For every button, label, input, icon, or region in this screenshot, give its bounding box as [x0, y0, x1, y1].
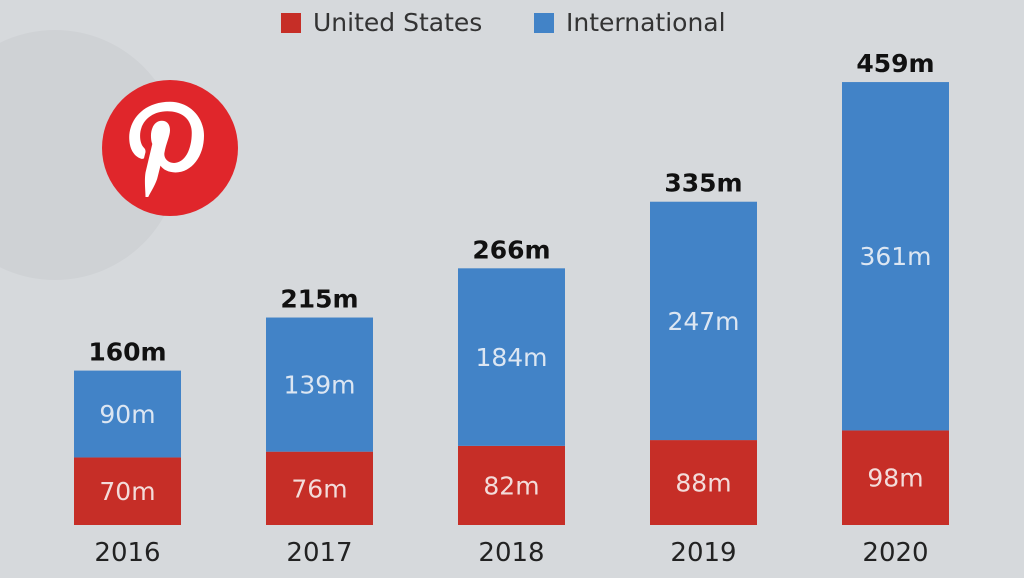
bar-us-2020 — [842, 430, 949, 525]
x-tick-2020: 2020 — [862, 538, 928, 568]
total-label-2020: 459m — [856, 49, 934, 78]
bar-international-2016 — [74, 370, 181, 458]
legend-item-us: United States — [281, 8, 482, 37]
bar-us-2017 — [266, 451, 373, 525]
total-label-2019: 335m — [664, 169, 742, 198]
data-label-international-2016: 90m — [99, 400, 155, 429]
data-label-us-2020: 98m — [867, 464, 923, 493]
stacked-bar-chart: 70m 90m 160m 2016 76m 139m 215m 2017 82m 184m 266m… — [74, 49, 949, 568]
bar-us-2016 — [74, 457, 181, 525]
x-tick-2018: 2018 — [478, 538, 544, 568]
data-label-international-2017: 139m — [283, 371, 355, 400]
x-tick-2017: 2017 — [286, 538, 352, 568]
data-label-international-2019: 247m — [667, 307, 739, 336]
data-label-us-2018: 82m — [483, 471, 539, 500]
x-tick-2016: 2016 — [94, 538, 160, 568]
legend-swatch-international — [534, 12, 554, 33]
data-label-international-2020: 361m — [859, 242, 931, 271]
total-label-2018: 266m — [472, 235, 550, 264]
legend-label-us: United States — [313, 8, 483, 37]
data-label-international-2018: 184m — [475, 343, 547, 372]
data-label-us-2017: 76m — [291, 474, 347, 503]
bar-international-2017 — [266, 317, 373, 452]
pinterest-logo — [102, 80, 238, 216]
data-label-us-2016: 70m — [99, 477, 155, 506]
bar-us-2018 — [458, 445, 565, 525]
bar-international-2020 — [842, 82, 949, 431]
legend-label-international: International — [566, 8, 726, 37]
total-label-2016: 160m — [88, 338, 166, 367]
total-label-2017: 215m — [280, 285, 358, 314]
bar-international-2018 — [458, 268, 565, 446]
legend-swatch-us — [281, 12, 301, 33]
x-tick-2019: 2019 — [670, 538, 736, 568]
bar-us-2019 — [650, 440, 757, 525]
legend-item-international: International — [534, 8, 726, 37]
data-label-us-2019: 88m — [675, 469, 731, 498]
bar-international-2019 — [650, 201, 757, 441]
